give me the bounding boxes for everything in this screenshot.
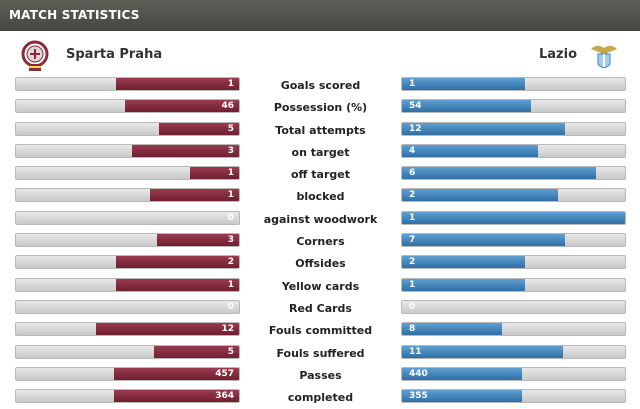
home-bar-track: 364 bbox=[15, 389, 240, 404]
home-stat-value: 1 bbox=[116, 78, 239, 90]
stat-row: 1 Goals scored 1 bbox=[0, 75, 640, 97]
stat-label: on target bbox=[291, 145, 350, 159]
home-stat-value: 1 bbox=[116, 278, 239, 291]
home-bar-track: 1 bbox=[15, 277, 240, 292]
lazio-eagle-crest-icon bbox=[590, 39, 618, 73]
home-bar-track: 0 bbox=[15, 299, 240, 314]
home-stat-value: 5 bbox=[158, 122, 239, 135]
away-bar-track: 8 bbox=[401, 322, 626, 337]
away-team-name: Lazio bbox=[538, 47, 577, 62]
home-stat-value: 2 bbox=[116, 256, 239, 269]
home-bar-track: 2 bbox=[15, 255, 240, 270]
home-stat-value: 3 bbox=[156, 234, 239, 247]
stat-row: 5 Fouls suffered 11 bbox=[0, 343, 640, 365]
stat-label: Offsides bbox=[295, 257, 346, 271]
away-stat-value: 11 bbox=[402, 345, 563, 358]
match-statistics-header: MATCH STATISTICS bbox=[0, 0, 640, 31]
stat-label: Possession (%) bbox=[273, 101, 368, 115]
stat-row: 0 Red Cards 0 bbox=[0, 298, 640, 320]
away-stat-value: 1 bbox=[402, 78, 525, 90]
home-stat-value: 3 bbox=[131, 144, 239, 157]
away-stat-value: 0 bbox=[409, 301, 416, 312]
home-stat-value: 457 bbox=[114, 367, 239, 380]
stat-row: 457 Passes 440 bbox=[0, 365, 640, 387]
away-stat-value: 440 bbox=[402, 367, 523, 380]
stat-row: 2 Offsides 2 bbox=[0, 253, 640, 275]
stat-label: completed bbox=[287, 391, 354, 405]
home-stat-value: 1 bbox=[149, 189, 239, 202]
home-stat-value: 0 bbox=[227, 212, 234, 223]
home-stat-value: 0 bbox=[227, 301, 234, 312]
stat-row: 0 against woodwork 1 bbox=[0, 209, 640, 231]
stat-row: 12 Fouls committed 8 bbox=[0, 320, 640, 342]
away-stat-value: 1 bbox=[402, 278, 525, 291]
home-bar-track: 0 bbox=[15, 210, 240, 225]
home-bar-track: 1 bbox=[15, 188, 240, 203]
away-stat-value: 8 bbox=[402, 323, 503, 336]
stats-list: 1 Goals scored 1 46 Possession (%) 54 5 Total a… bbox=[0, 75, 640, 409]
away-stat-value: 355 bbox=[402, 390, 523, 403]
away-stat-value: 6 bbox=[402, 167, 596, 180]
header-title: MATCH STATISTICS bbox=[9, 8, 140, 22]
home-stat-value: 5 bbox=[154, 345, 239, 358]
stat-label: Fouls committed bbox=[268, 324, 373, 338]
away-bar-track: 2 bbox=[401, 255, 626, 270]
sparta-crest-icon bbox=[21, 39, 49, 73]
away-bar-track: 4 bbox=[401, 143, 626, 158]
home-bar-track: 3 bbox=[15, 233, 240, 248]
away-bar-track: 54 bbox=[401, 99, 626, 114]
home-bar-track: 457 bbox=[15, 366, 240, 381]
home-stat-value: 46 bbox=[125, 100, 239, 113]
away-bar-track: 355 bbox=[401, 389, 626, 404]
home-bar-track: 1 bbox=[15, 166, 240, 181]
away-bar-track: 2 bbox=[401, 188, 626, 203]
stat-label: Goals scored bbox=[280, 79, 361, 92]
home-stat-value: 364 bbox=[114, 390, 239, 403]
stat-label: Yellow cards bbox=[281, 279, 360, 293]
away-stat-value: 2 bbox=[402, 256, 525, 269]
away-stat-value: 12 bbox=[402, 122, 565, 135]
away-bar-track: 0 bbox=[401, 299, 626, 314]
stat-row: 46 Possession (%) 54 bbox=[0, 97, 640, 119]
away-bar-track: 11 bbox=[401, 344, 626, 359]
stat-label: Red Cards bbox=[289, 301, 352, 315]
stat-row: 1 off target 6 bbox=[0, 164, 640, 186]
away-stat-value: 4 bbox=[402, 144, 539, 157]
home-team-name: Sparta Praha bbox=[66, 47, 163, 62]
teams-row: Sparta Praha Lazio bbox=[0, 31, 640, 76]
home-stat-value: 1 bbox=[189, 167, 239, 180]
stat-row: 3 on target 4 bbox=[0, 142, 640, 164]
stat-label: Corners bbox=[296, 235, 345, 249]
stat-label: Passes bbox=[299, 368, 342, 382]
home-bar-track: 3 bbox=[15, 143, 240, 158]
home-stat-value: 12 bbox=[96, 323, 239, 336]
stat-label: off target bbox=[291, 168, 350, 182]
stat-label: against woodwork bbox=[263, 212, 378, 226]
home-bar-track: 1 bbox=[15, 77, 240, 91]
away-bar-track: 1 bbox=[401, 210, 626, 225]
home-bar-track: 12 bbox=[15, 322, 240, 337]
stat-row: 364 completed 355 bbox=[0, 387, 640, 409]
away-stat-value: 2 bbox=[402, 189, 559, 202]
away-stat-value: 1 bbox=[402, 211, 625, 224]
home-bar-track: 46 bbox=[15, 99, 240, 114]
away-bar-track: 12 bbox=[401, 121, 626, 136]
away-stat-value: 7 bbox=[402, 234, 565, 247]
stat-row: 5 Total attempts 12 bbox=[0, 120, 640, 142]
stat-row: 1 blocked 2 bbox=[0, 186, 640, 208]
stat-row: 3 Corners 7 bbox=[0, 231, 640, 253]
away-bar-track: 7 bbox=[401, 233, 626, 248]
away-bar-track: 1 bbox=[401, 277, 626, 292]
away-bar-track: 6 bbox=[401, 166, 626, 181]
stat-label: blocked bbox=[296, 190, 345, 204]
home-bar-track: 5 bbox=[15, 121, 240, 136]
stat-label: Total attempts bbox=[275, 123, 366, 137]
stat-row: 1 Yellow cards 1 bbox=[0, 276, 640, 298]
away-stat-value: 54 bbox=[402, 100, 532, 113]
stat-label: Fouls suffered bbox=[276, 346, 365, 360]
away-bar-track: 440 bbox=[401, 366, 626, 381]
away-bar-track: 1 bbox=[401, 77, 626, 91]
home-bar-track: 5 bbox=[15, 344, 240, 359]
